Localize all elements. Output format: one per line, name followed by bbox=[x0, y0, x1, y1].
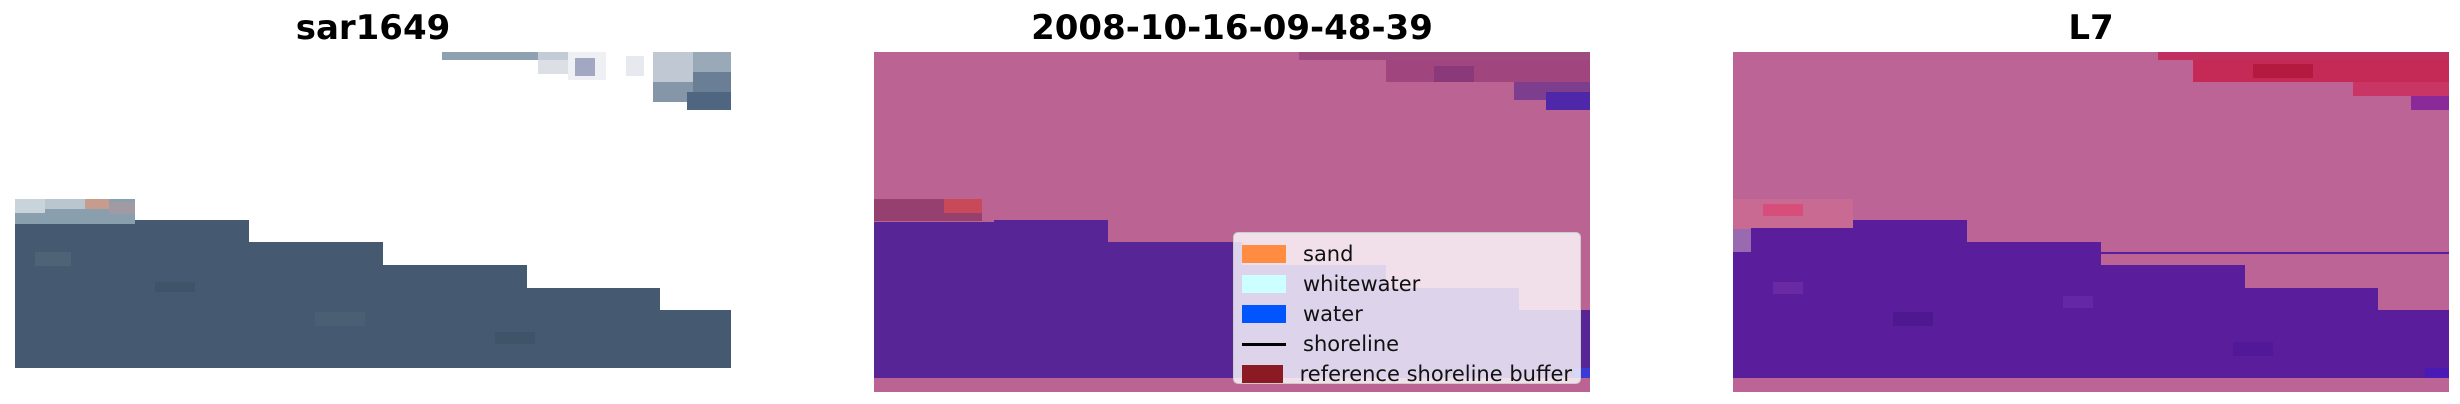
legend-label-shoreline: shoreline bbox=[1303, 332, 1400, 356]
whitewater-swatch bbox=[1242, 275, 1286, 293]
legend-label-whitewater: whitewater bbox=[1303, 272, 1421, 296]
legend: sand whitewater water shoreline referenc… bbox=[1233, 232, 1581, 386]
legend-item-whitewater: whitewater bbox=[1242, 269, 1572, 299]
water-swatch bbox=[1242, 305, 1286, 323]
legend-item-water: water bbox=[1242, 299, 1572, 329]
legend-label-sand: sand bbox=[1303, 242, 1354, 266]
classified-image-panel bbox=[874, 52, 1590, 392]
panel-title-l7: L7 bbox=[2068, 8, 2114, 48]
legend-label-water: water bbox=[1303, 302, 1363, 326]
shoreline-line bbox=[1242, 342, 1286, 346]
legend-item-shoreline: shoreline bbox=[1242, 329, 1572, 359]
cloud-patch bbox=[442, 52, 731, 110]
sar-image-panel bbox=[15, 52, 731, 392]
reference-buffer-swatch bbox=[1242, 365, 1283, 383]
panel-title-date: 2008-10-16-09-48-39 bbox=[1031, 8, 1433, 48]
legend-item-reference-buffer: reference shoreline buffer bbox=[1242, 359, 1572, 389]
water-region bbox=[15, 199, 731, 368]
legend-label-reference-buffer: reference shoreline buffer bbox=[1299, 362, 1572, 386]
sand-swatch bbox=[1242, 245, 1286, 263]
panel-title-sar: sar1649 bbox=[295, 8, 451, 48]
l7-image-panel bbox=[1733, 52, 2449, 392]
legend-item-sand: sand bbox=[1242, 239, 1572, 269]
